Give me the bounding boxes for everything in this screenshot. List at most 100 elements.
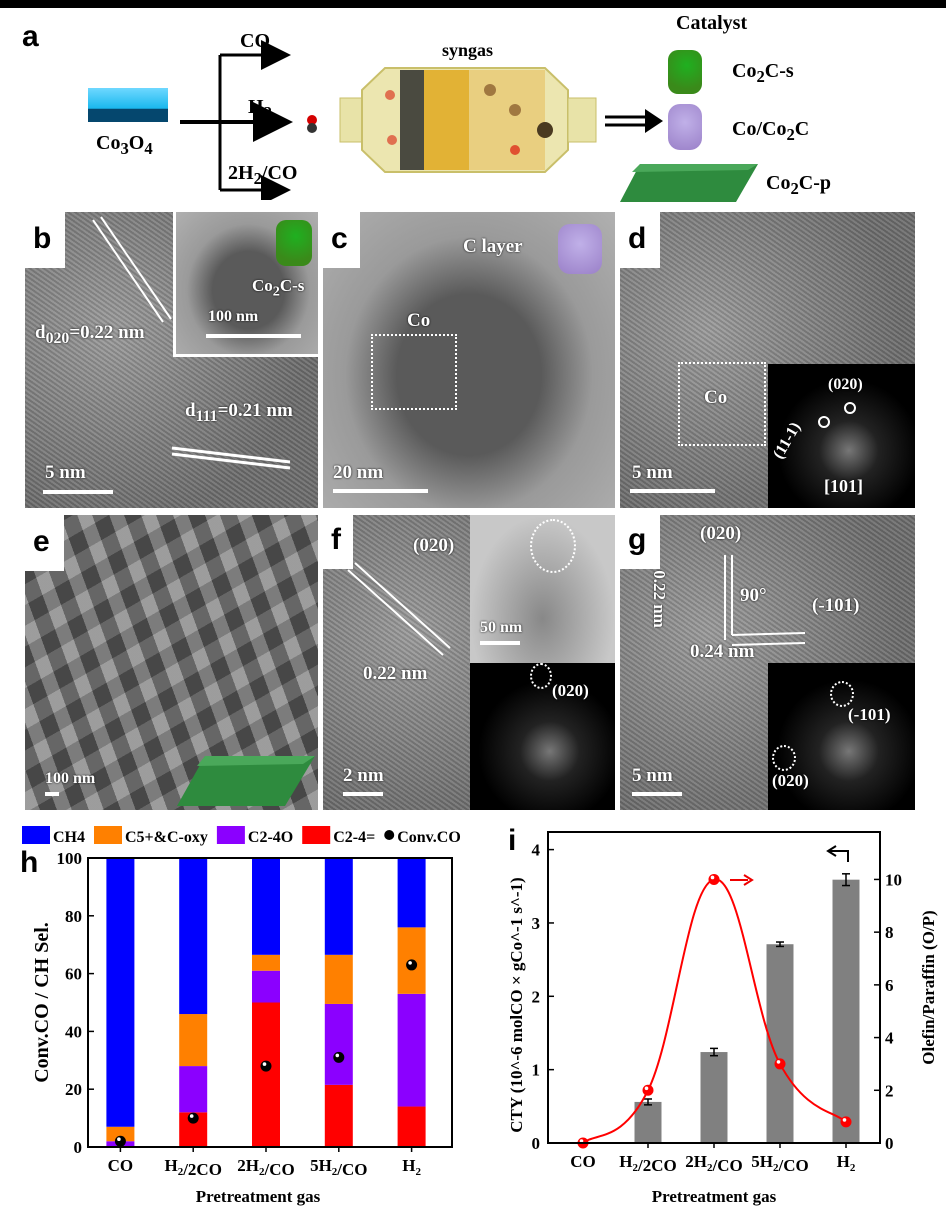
bar-segment [252,970,280,1003]
fft-spot-020: (020) [828,376,863,393]
x-tick-label: H2/2CO [164,1156,221,1179]
op-point [708,873,720,885]
panel-d-hrtem: d Co 5 nm (020) (11-1) [101] [620,212,915,508]
panel-b-inset: Co2C-s 100 nm [173,212,318,357]
x-tick-label: 5H2/CO [751,1152,808,1175]
legend-marker [384,830,395,840]
c-layer-label: C layer [463,236,523,257]
panel-e-sem: e 100 nm [25,515,318,810]
y-tick-label: 60 [65,965,82,984]
d111-label: d111=0.21 nm [185,400,293,425]
bar-segment [179,1014,208,1067]
op-point-highlight [776,1060,781,1064]
panel-g-scale-label: 5 nm [632,765,673,786]
co-region-box [678,362,766,446]
y2-axis-label: Olefin/Paraffin (O/P) [919,910,938,1064]
y-tick-label: 0 [532,1134,541,1153]
lattice-angle-lines [724,555,806,646]
reactor-diagram [307,67,597,173]
op-point-highlight [579,1139,584,1143]
bar-segment [179,1066,208,1113]
x-tick-label: 5H2/CO [310,1156,367,1179]
y-tick-label: 80 [65,907,82,926]
fft-circle [844,402,856,414]
saed-circle [530,663,552,689]
legend-label: C5+&C-oxy [125,829,208,846]
x-axis-label: Pretreatment gas [652,1187,777,1206]
saed-circle [772,745,796,771]
bar-segment [252,954,280,971]
panel-f-hrtem: f (020) 0.22 nm 2 nm 50 nm (020) [323,515,615,810]
bar-segment [324,858,353,955]
conversion-point-highlight [335,1053,340,1058]
bar-segment [397,1106,426,1147]
legend-swatch [94,826,122,844]
x-tick-label: CO [108,1156,134,1175]
branch-2h2co: 2H2/CO [228,162,298,188]
spacing-label: 0.22 nm [363,663,428,684]
panel-c-scale-label: 20 nm [333,462,384,483]
panel-a-label: a [22,20,39,53]
fft-circle [818,416,830,428]
bar-segment [106,858,135,1127]
bar-segment [106,1126,135,1142]
bar-segment [324,954,353,1004]
co-label: Co [407,310,431,331]
legend-label: Conv.CO [397,829,461,846]
saed-circle [830,681,854,707]
zoom-region-box [371,334,457,410]
branch-h2: H2 [248,96,272,122]
panel-b-hrtem: b d020=0.22 nm d111=0.21 nm 5 nm Co2C-s … [25,212,318,508]
conversion-point [187,1112,199,1124]
left-axis-arrow [830,850,849,862]
fft-inset: (020) (11-1) [101] [768,364,915,508]
x-tick-label: 2H2/CO [685,1152,742,1175]
saed-spot-020: (020) [772,771,809,790]
zone-axis-label: [101] [824,476,863,496]
conversion-point-highlight [408,961,412,965]
lattice-lines-111 [171,446,291,470]
op-point-highlight [842,1118,847,1122]
y-axis-label: CTY (10^-6 molCO × gCo^-1 s^-1) [507,877,526,1132]
double-arrow [605,109,663,133]
y2-tick-label: 4 [885,1029,894,1048]
tem-inset: 50 nm [470,515,615,663]
precursor-label: Co3O4 [96,132,153,158]
conversion-point [333,1051,345,1063]
y2-tick-label: 6 [885,976,894,995]
y2-tick-label: 8 [885,923,894,942]
panel-b-label: b [25,212,66,268]
conversion-point-highlight [117,1137,121,1142]
panel-g-scalebar [632,792,682,796]
top-border [0,0,946,8]
legend-label: C2-4= [333,829,375,846]
cty-bar [700,1052,728,1143]
y2-tick-label: 2 [885,1081,894,1100]
inset-co2c-s-label: Co2C-s [252,276,305,300]
op-point [774,1058,786,1070]
saed-inset: (-101) (020) [768,663,915,810]
x-tick-label: H2/2CO [619,1152,676,1175]
saed-inset: (020) [470,663,615,810]
y-tick-label: 20 [65,1080,82,1099]
x-tick-label: H2 [402,1156,421,1178]
op-point-highlight [644,1086,649,1091]
saed-spot-101: (-101) [848,705,891,724]
plane-020-label: (020) [700,523,742,544]
x-axis-label: Pretreatment gas [196,1187,321,1206]
y2-tick-label: 0 [885,1134,894,1153]
y-tick-label: 1 [532,1061,541,1080]
panel-g-label: g [620,515,661,569]
legend-label: C2-4O [248,829,293,846]
left-axis-arrow-head [826,845,837,857]
panel-g-hrtem: g (020) 0.22 nm 90° (-101) 0.24 nm 5 nm … [620,515,915,810]
x-tick-label: CO [570,1152,596,1171]
cty-bar [832,879,860,1143]
panel-i-label: i [508,824,517,857]
co2c-s-icon [276,220,312,266]
right-axis-arrow-head [743,874,754,886]
catalyst-co2c-p: Co2C-p [766,172,832,198]
panel-h-label: h [20,846,39,879]
co3o4-block [88,88,168,122]
